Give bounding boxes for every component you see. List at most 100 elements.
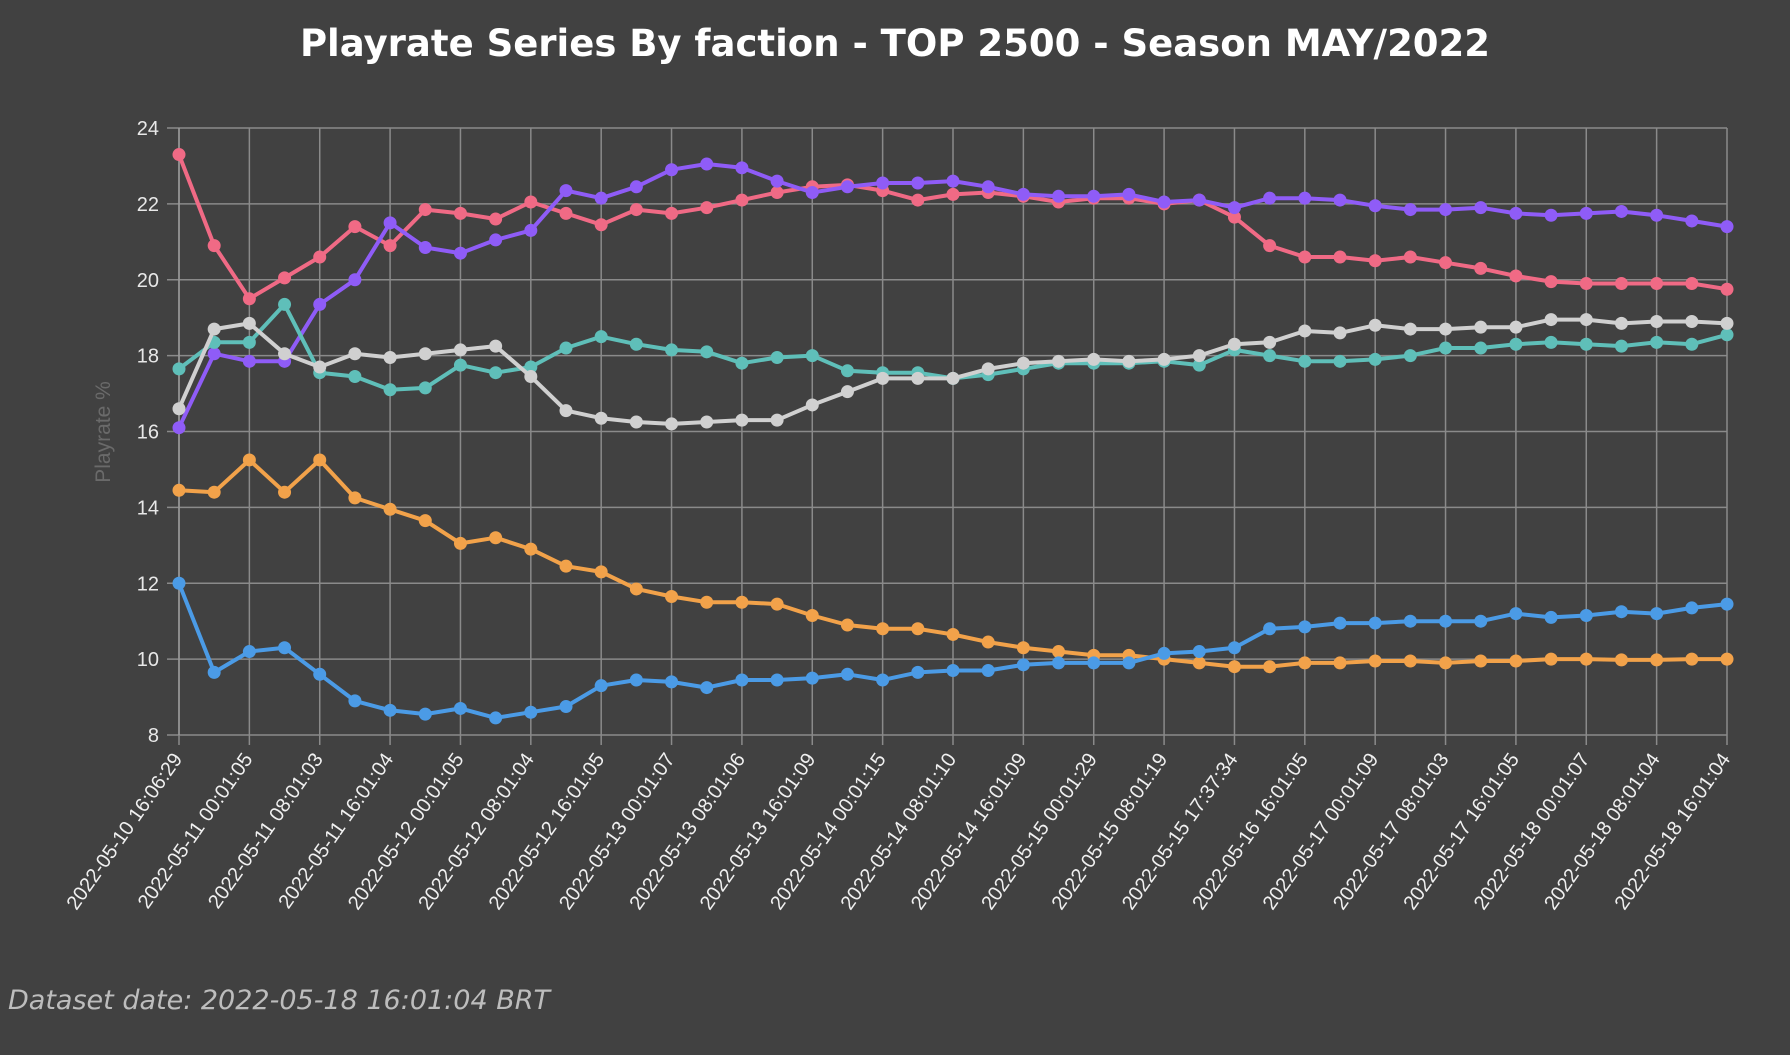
data-point-blue <box>524 705 538 719</box>
data-point-pink <box>524 195 538 209</box>
data-point-purple <box>1263 191 1277 205</box>
data-point-pink <box>1439 256 1453 270</box>
data-point-orange <box>1052 645 1066 659</box>
data-point-blue <box>1509 607 1523 621</box>
data-point-orange <box>313 453 327 467</box>
data-point-orange <box>981 635 995 649</box>
data-point-orange <box>1509 654 1523 668</box>
data-point-blue <box>1192 645 1206 659</box>
data-point-gray <box>735 413 749 427</box>
data-point-blue <box>383 703 397 717</box>
data-point-purple <box>946 174 960 188</box>
data-point-blue <box>1650 607 1664 621</box>
data-point-teal <box>278 297 292 311</box>
data-point-purple <box>207 347 221 361</box>
data-point-pink <box>594 218 608 232</box>
data-point-pink <box>242 292 256 306</box>
data-point-blue <box>1263 622 1277 636</box>
data-point-blue <box>876 673 890 687</box>
data-point-gray <box>1368 318 1382 332</box>
data-point-purple <box>876 176 890 190</box>
data-point-teal <box>1579 337 1593 351</box>
data-point-pink <box>735 193 749 207</box>
y-tick-label: 8 <box>148 725 159 747</box>
data-point-blue <box>1368 616 1382 630</box>
chart-title: Playrate Series By faction - TOP 2500 - … <box>299 22 1491 65</box>
y-tick-label: 10 <box>137 649 159 671</box>
data-point-orange <box>1403 654 1417 668</box>
data-point-pink <box>1720 282 1734 296</box>
data-point-blue <box>946 664 960 678</box>
data-point-purple <box>348 273 362 287</box>
data-point-pink <box>1579 277 1593 291</box>
data-point-teal <box>629 337 643 351</box>
data-point-orange <box>876 622 890 636</box>
data-point-gray <box>1544 313 1558 327</box>
data-point-purple <box>1685 214 1699 228</box>
data-point-orange <box>1544 652 1558 666</box>
data-point-blue <box>1122 656 1136 670</box>
data-point-pink <box>453 206 467 220</box>
data-point-blue <box>1544 610 1558 624</box>
data-point-teal <box>594 330 608 344</box>
data-point-orange <box>1333 656 1347 670</box>
data-point-blue <box>1157 646 1171 660</box>
data-point-teal <box>242 335 256 349</box>
data-point-gray <box>418 347 432 361</box>
data-point-teal <box>770 351 784 365</box>
data-point-gray <box>1650 314 1664 328</box>
data-point-blue <box>911 665 925 679</box>
data-point-orange <box>946 627 960 641</box>
data-point-orange <box>770 597 784 611</box>
data-point-pink <box>665 206 679 220</box>
data-point-teal <box>1650 335 1664 349</box>
data-point-orange <box>1720 652 1734 666</box>
data-point-teal <box>1509 337 1523 351</box>
data-point-purple <box>1087 189 1101 203</box>
data-point-teal <box>1368 352 1382 366</box>
data-point-blue <box>278 641 292 655</box>
data-point-purple <box>1016 187 1030 201</box>
data-point-gray <box>1087 352 1101 366</box>
data-point-gray <box>1227 337 1241 351</box>
data-point-pink <box>1298 250 1312 264</box>
data-point-gray <box>981 362 995 376</box>
data-point-blue <box>594 679 608 693</box>
data-point-teal <box>805 349 819 363</box>
data-point-pink <box>911 193 925 207</box>
data-point-gray <box>911 371 925 385</box>
data-point-pink <box>559 206 573 220</box>
data-point-purple <box>1368 199 1382 213</box>
data-point-pink <box>278 271 292 285</box>
data-point-purple <box>383 216 397 230</box>
data-point-teal <box>559 341 573 355</box>
data-point-blue <box>1614 605 1628 619</box>
data-point-purple <box>1579 206 1593 220</box>
data-point-pink <box>1227 210 1241 224</box>
data-point-gray <box>594 411 608 425</box>
data-point-gray <box>876 371 890 385</box>
data-point-purple <box>242 354 256 368</box>
data-point-pink <box>207 239 221 253</box>
data-point-pink <box>313 250 327 264</box>
data-point-purple <box>1122 187 1136 201</box>
data-point-orange <box>172 483 186 497</box>
data-point-blue <box>700 681 714 695</box>
data-point-teal <box>1614 339 1628 353</box>
data-point-blue <box>665 675 679 689</box>
data-point-gray <box>1439 322 1453 336</box>
data-point-gray <box>559 404 573 418</box>
y-tick-label: 16 <box>137 422 159 444</box>
data-point-gray <box>313 360 327 374</box>
data-point-blue <box>629 673 643 687</box>
data-point-teal <box>1192 358 1206 372</box>
data-point-orange <box>840 618 854 632</box>
data-point-gray <box>1122 354 1136 368</box>
data-point-gray <box>1016 356 1030 370</box>
data-point-teal <box>1439 341 1453 355</box>
data-point-purple <box>1720 220 1734 234</box>
data-point-orange <box>629 582 643 596</box>
data-point-teal <box>1720 328 1734 342</box>
data-point-pink <box>1509 269 1523 283</box>
